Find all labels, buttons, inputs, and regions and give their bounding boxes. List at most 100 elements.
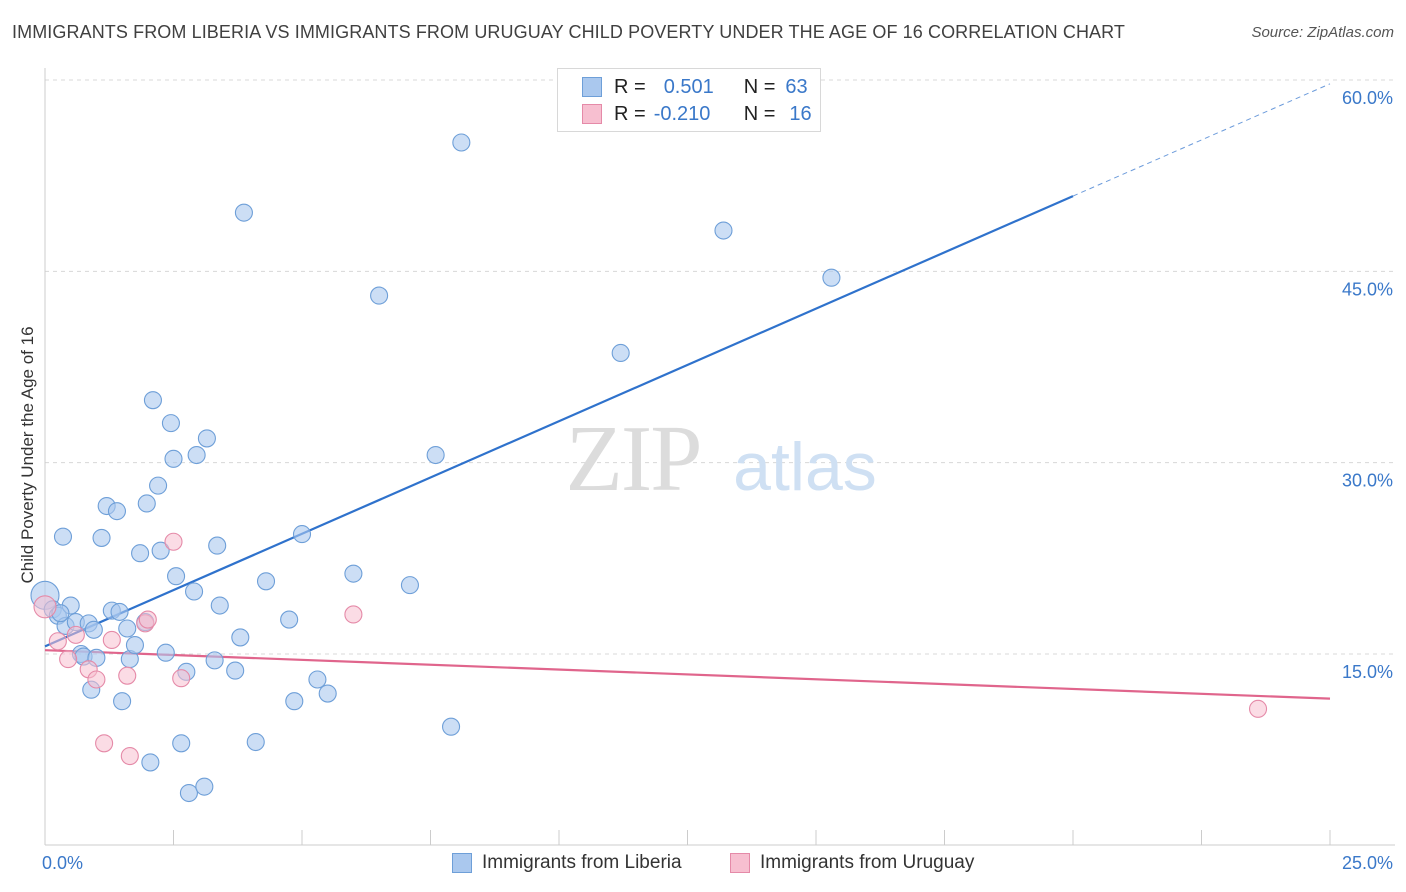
uruguay-n-value: 16 bbox=[789, 102, 812, 125]
liberia-point bbox=[231, 628, 250, 647]
axis-layer bbox=[44, 68, 1395, 846]
y-tick-label: 45.0% bbox=[1342, 279, 1393, 299]
legend-row-uruguay: R = -0.210 N = 16 bbox=[582, 103, 812, 125]
legend-row-liberia: R = 0.501 N = 63 bbox=[582, 76, 808, 98]
liberia-point bbox=[141, 753, 160, 772]
uruguay-point bbox=[138, 610, 157, 629]
uruguay-point bbox=[164, 532, 183, 551]
liberia-n-value: 63 bbox=[785, 75, 808, 98]
liberia-point bbox=[125, 636, 144, 655]
liberia-n-label: N = bbox=[743, 75, 776, 98]
liberia-point bbox=[185, 582, 204, 601]
liberia-point bbox=[205, 651, 224, 670]
liberia-point bbox=[292, 525, 312, 544]
liberia-point bbox=[370, 286, 389, 305]
y-tick-label: 15.0% bbox=[1342, 662, 1393, 682]
liberia-point bbox=[226, 661, 245, 680]
bottom-legend-uruguay: Immigrants from Uruguay bbox=[730, 852, 974, 874]
uruguay-point bbox=[118, 666, 137, 685]
uruguay-point bbox=[87, 670, 106, 689]
liberia-point bbox=[118, 619, 137, 638]
uruguay-point bbox=[344, 605, 363, 624]
uruguay-point bbox=[59, 650, 78, 669]
liberia-point bbox=[234, 203, 253, 222]
label-layer: 15.0% 30.0% 45.0% 60.0% 0.0% 25.0% bbox=[42, 88, 1393, 873]
correlation-legend: R = 0.501 N = 63 R = -0.210 N = 16 bbox=[557, 68, 821, 132]
liberia-point bbox=[308, 670, 327, 689]
liberia-point bbox=[187, 445, 206, 465]
uruguay-point bbox=[48, 632, 67, 651]
watermark-layer: ZIP atlas bbox=[566, 407, 877, 511]
liberia-r-value: 0.501 bbox=[663, 75, 714, 98]
uruguay-swatch bbox=[582, 104, 602, 124]
point-layer bbox=[30, 133, 1268, 803]
uruguay-r-value: -0.210 bbox=[653, 102, 711, 125]
liberia-point bbox=[92, 528, 111, 547]
liberia-trend-line bbox=[44, 195, 1074, 648]
bottom-liberia-label: Immigrants from Liberia bbox=[482, 852, 682, 873]
bottom-legend-liberia: Immigrants from Liberia bbox=[452, 852, 682, 874]
liberia-point bbox=[84, 620, 103, 639]
liberia-point bbox=[172, 734, 191, 753]
bottom-uruguay-swatch bbox=[730, 853, 750, 873]
liberia-point bbox=[318, 684, 337, 703]
liberia-point bbox=[195, 777, 214, 796]
liberia-swatch bbox=[582, 77, 602, 97]
x-tick-label: 25.0% bbox=[1342, 853, 1393, 873]
uruguay-point bbox=[1248, 699, 1268, 718]
source-label: Source: ZipAtlas.com bbox=[1251, 24, 1394, 41]
grid-layer bbox=[45, 79, 1395, 655]
liberia-point bbox=[167, 567, 186, 586]
bottom-liberia-swatch bbox=[452, 853, 472, 873]
liberia-point bbox=[611, 343, 630, 363]
trend-layer bbox=[44, 83, 1331, 700]
uruguay-point bbox=[66, 625, 85, 644]
liberia-point bbox=[208, 536, 227, 555]
liberia-point bbox=[246, 732, 265, 752]
liberia-point bbox=[442, 717, 461, 736]
liberia-point bbox=[113, 692, 132, 711]
liberia-point bbox=[107, 502, 127, 521]
liberia-point bbox=[344, 564, 363, 583]
liberia-point bbox=[110, 602, 129, 621]
uruguay-trend-line bbox=[44, 649, 1331, 700]
liberia-r-label: R = bbox=[614, 75, 646, 98]
chart-title: IMMIGRANTS FROM LIBERIA VS IMMIGRANTS FR… bbox=[12, 22, 1126, 42]
uruguay-point bbox=[172, 669, 191, 688]
liberia-point bbox=[179, 783, 198, 803]
liberia-point bbox=[400, 576, 419, 595]
watermark-atlas: atlas bbox=[733, 429, 877, 505]
liberia-point bbox=[164, 449, 183, 468]
liberia-point bbox=[197, 429, 216, 448]
liberia-point bbox=[426, 445, 445, 465]
y-tick-label: 30.0% bbox=[1342, 471, 1393, 491]
x-tick-label: 0.0% bbox=[42, 853, 83, 873]
liberia-point bbox=[210, 596, 229, 615]
liberia-point bbox=[822, 268, 841, 287]
y-tick-label: 60.0% bbox=[1342, 88, 1393, 108]
liberia-point bbox=[143, 391, 162, 410]
y-axis-label: Child Poverty Under the Age of 16 bbox=[18, 326, 37, 584]
liberia-point bbox=[280, 610, 299, 629]
uruguay-point bbox=[102, 630, 121, 650]
uruguay-point bbox=[120, 746, 139, 766]
liberia-point bbox=[714, 221, 733, 240]
bottom-uruguay-label: Immigrants from Uruguay bbox=[760, 852, 975, 873]
liberia-point bbox=[285, 692, 304, 711]
liberia-point bbox=[156, 643, 175, 662]
liberia-point bbox=[452, 133, 471, 152]
liberia-trend-extension bbox=[1072, 83, 1331, 197]
liberia-point bbox=[53, 527, 73, 546]
liberia-point bbox=[256, 572, 276, 591]
uruguay-point bbox=[95, 734, 114, 753]
liberia-point bbox=[151, 541, 170, 560]
liberia-point bbox=[149, 476, 168, 495]
uruguay-point bbox=[33, 595, 57, 619]
liberia-point bbox=[161, 414, 180, 433]
liberia-point bbox=[131, 544, 150, 563]
liberia-point bbox=[137, 494, 156, 513]
uruguay-r-label: R = bbox=[614, 102, 646, 125]
watermark-zip: ZIP bbox=[566, 407, 701, 511]
uruguay-n-label: N = bbox=[743, 102, 776, 125]
